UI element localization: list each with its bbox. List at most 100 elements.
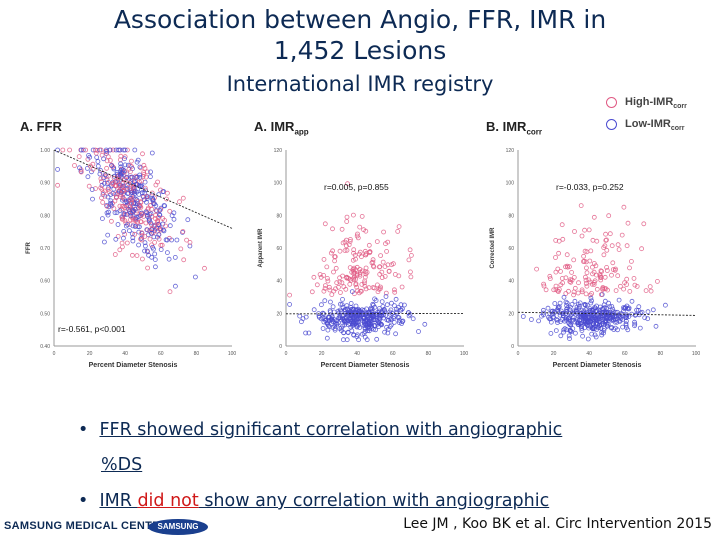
scatter-point [142, 240, 148, 246]
scatter-point [384, 324, 390, 330]
scatter-point [609, 272, 614, 278]
legend-high-marker [606, 96, 617, 108]
scatter-point [653, 323, 659, 329]
scatter-point [551, 314, 556, 320]
scatter-point [579, 328, 585, 334]
scatter-point [563, 299, 569, 305]
scatter-point [624, 243, 630, 249]
scatter-point [184, 237, 190, 243]
x-tick-label: 20 [319, 351, 325, 357]
scatter-point [595, 318, 600, 324]
scatter-point [609, 304, 615, 309]
scatter-point [339, 302, 345, 308]
scatter-point [589, 331, 595, 337]
scatter-point [130, 185, 136, 190]
bullet-ffr: • FFR showed significant correlation wit… [78, 420, 562, 440]
scatter-point [174, 237, 180, 243]
scatter-point [177, 199, 182, 205]
scatter-point [155, 234, 160, 240]
scatter-point [600, 286, 605, 291]
y-tick-label: 20 [508, 311, 514, 317]
scatter-point [85, 165, 90, 171]
scatter-point [359, 214, 365, 219]
scatter-point [351, 271, 357, 277]
scatter-point [105, 212, 111, 218]
x-tick-label: 100 [692, 351, 701, 357]
panel-imrapp-title: A. IMRapp [254, 119, 309, 137]
x-axis-label: Percent Diameter Stenosis [89, 362, 178, 369]
scatter-point [586, 277, 592, 283]
scatter-point [553, 238, 559, 243]
scatter-point [106, 209, 111, 215]
scatter-point [401, 302, 407, 308]
scatter-point [647, 284, 653, 290]
scatter-point [105, 232, 111, 238]
scatter-point [332, 258, 337, 264]
scatter-points [520, 203, 668, 342]
scatter-point [348, 300, 354, 306]
scatter-point [370, 257, 376, 263]
correlation-annotation: r=0.005, p=0.855 [324, 182, 389, 192]
scatter-point [576, 280, 581, 286]
x-tick-label: 80 [658, 351, 664, 357]
scatter-point [136, 242, 141, 248]
scatter-point [164, 250, 170, 255]
scatter-point [623, 315, 629, 321]
scatter-point [581, 253, 586, 259]
scatter-point [593, 263, 599, 269]
scatter-point [164, 196, 169, 202]
scatter-point [382, 329, 388, 335]
scatter-point [114, 210, 120, 215]
scatter-point [139, 230, 145, 236]
scatter-point [366, 310, 372, 315]
scatter-point [357, 325, 363, 330]
scatter-point [328, 309, 333, 315]
scatter-point [583, 291, 589, 297]
scatter-point [613, 266, 618, 272]
scatter-point [122, 212, 128, 217]
x-tick-label: 80 [426, 351, 432, 357]
x-tick-label: 0 [517, 351, 520, 357]
y-axis-label: Apparent IMR [258, 228, 264, 268]
scatter-point [357, 269, 363, 275]
scatter-point [392, 289, 398, 295]
scatter-point [608, 316, 614, 322]
scatter-point [153, 182, 159, 188]
legend-low-label: Low-IMR [625, 118, 671, 130]
scatter-point [648, 288, 654, 294]
scatter-point [602, 243, 608, 249]
scatter-point [138, 165, 144, 171]
scatter-point [555, 317, 560, 323]
scatter-point [582, 301, 588, 307]
scatter-point [591, 281, 597, 287]
legend-low-marker [606, 118, 617, 130]
scatter-point [560, 313, 566, 318]
scatter-point [338, 290, 343, 295]
scatter-point [370, 285, 376, 290]
scatter-point [634, 283, 640, 289]
scatter-point [138, 205, 144, 210]
scatter-point [330, 248, 335, 254]
scatter-point [118, 161, 123, 167]
scatter-point [331, 269, 336, 275]
y-tick-label: 100 [274, 181, 283, 187]
scatter-point [78, 169, 84, 175]
scatter-point [149, 214, 155, 219]
scatter-point [130, 252, 135, 258]
scatter-point [143, 220, 149, 226]
scatter-point [589, 291, 594, 296]
scatter-point [158, 247, 164, 252]
scatter-point [344, 247, 350, 253]
scatter-point [372, 317, 378, 323]
scatter-point [149, 192, 155, 198]
scatter-point [98, 176, 104, 182]
scatter-point [541, 281, 546, 287]
scatter-point [160, 216, 166, 221]
scatter-point [589, 298, 594, 304]
scatter-point [134, 182, 140, 188]
scatter-point [151, 201, 156, 206]
scatter-point [596, 307, 602, 313]
scatter-point [582, 313, 588, 319]
scatter-point [604, 323, 610, 329]
scatter-point [622, 305, 628, 311]
